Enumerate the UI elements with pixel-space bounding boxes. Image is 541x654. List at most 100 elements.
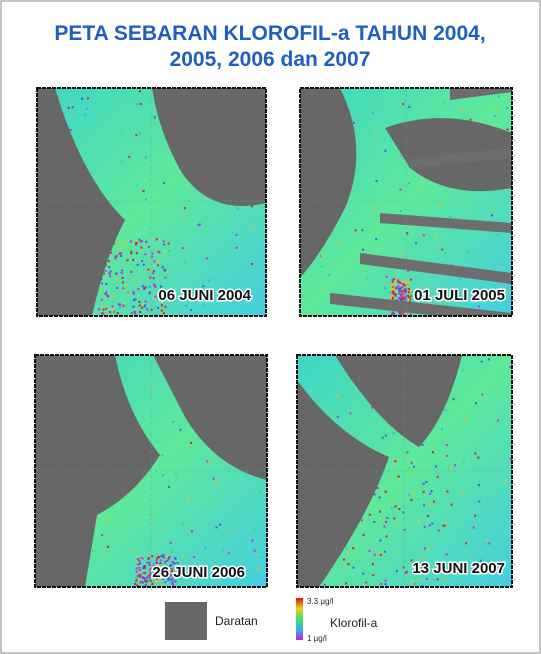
chlorophyll-pixel (139, 562, 142, 565)
chlorophyll-pixel (119, 306, 122, 309)
chlorophyll-pixel (154, 284, 157, 287)
chlorophyll-pixel (158, 572, 161, 575)
chlorophyll-pixel (140, 558, 143, 561)
chlorophyll-pixel (373, 553, 376, 556)
chlorophyll-pixel (158, 251, 161, 254)
chlorophyll-pixel (166, 294, 169, 297)
chlorophyll-pixel (390, 507, 393, 510)
chlorophyll-pixel (136, 561, 139, 564)
chlorophyll-pixel (143, 571, 146, 574)
chlorophyll-pixel (399, 154, 402, 157)
chlorophyll-pixel (109, 251, 112, 254)
chlorophyll-pixel (404, 290, 407, 293)
chlorophyll-pixel (399, 294, 402, 297)
chlorophyll-pixel (181, 554, 184, 557)
chlorophyll-pixel (165, 559, 168, 562)
chlorophyll-pixel (391, 278, 394, 281)
chlorophyll-pixel (115, 272, 118, 275)
chlorophyll-pixel (133, 299, 136, 302)
chlorophyll-pixel (136, 584, 139, 587)
chlorophyll-pixel (150, 308, 153, 311)
chlorophyll-pixel (402, 281, 405, 284)
chlorophyll-pixel (168, 485, 171, 488)
chlorophyll-pixel (497, 95, 500, 98)
chlorophyll-pixel (123, 246, 126, 249)
chlorophyll-pixel (449, 215, 452, 218)
chlorophyll-pixel (408, 105, 411, 108)
chlorophyll-pixel (323, 583, 326, 586)
chlorophyll-pixel (169, 568, 172, 571)
chlorophyll-pixel (119, 303, 122, 306)
chlorophyll-pixel (444, 521, 447, 524)
chlorophyll-pixel (423, 525, 426, 528)
chlorophyll-pixel (136, 562, 139, 565)
chlorophyll-pixel (373, 520, 376, 523)
chlorophyll-pixel (375, 238, 378, 241)
chlorophyll-pixel (101, 311, 104, 314)
chlorophyll-pixel (480, 360, 483, 363)
chlorophyll-pixel (102, 308, 105, 311)
chlorophyll-pixel (169, 574, 172, 577)
chlorophyll-pixel (114, 257, 117, 260)
chlorophyll-pixel (87, 97, 90, 100)
chlorophyll-pixel (138, 559, 141, 562)
chlorophyll-pixel (105, 307, 108, 310)
chlorophyll-pixel (371, 563, 374, 566)
chlorophyll-pixel (384, 287, 387, 290)
chlorophyll-pixel (475, 402, 478, 405)
chlorophyll-pixel (409, 297, 412, 300)
chlorophyll-pixel (366, 276, 369, 279)
chlorophyll-pixel (165, 561, 168, 564)
chlorophyll-pixel (128, 292, 131, 295)
chlorophyll-pixel (109, 275, 112, 278)
chlorophyll-pixel (149, 579, 152, 582)
chlorophyll-pixel (407, 270, 410, 273)
chlorophyll-pixel (402, 566, 405, 569)
chlorophyll-pixel (102, 312, 105, 315)
chlorophyll-pixel (132, 278, 135, 281)
chlorophyll-pixel (152, 386, 155, 389)
chlorophyll-pixel (140, 571, 143, 574)
chlorophyll-pixel (446, 454, 449, 457)
chlorophyll-pixel (152, 270, 155, 273)
chlorophyll-pixel (162, 312, 165, 315)
chlorophyll-pixel (426, 514, 429, 517)
chlorophyll-pixel (185, 304, 188, 307)
chlorophyll-pixel (145, 585, 148, 587)
chlorophyll-pixel (429, 492, 432, 495)
chlorophyll-pixel (135, 252, 138, 255)
chlorophyll-pixel (402, 103, 405, 106)
chlorophyll-pixel (151, 252, 154, 255)
panel-label: 13 JUNI 2007 (412, 560, 505, 577)
chlorophyll-pixel (142, 570, 145, 573)
chlorophyll-pixel (386, 516, 389, 519)
chlorophyll-pixel (138, 304, 141, 307)
chlorophyll-pixel (352, 121, 355, 124)
chlorophyll-pixel (181, 247, 184, 250)
chlorophyll-pixel (397, 280, 400, 283)
chlorophyll-pixel (405, 313, 408, 316)
chlorophyll-pixel (148, 285, 151, 288)
chlorophyll-pixel (496, 419, 499, 422)
chlorophyll-pixel (107, 295, 110, 298)
colorbar (296, 598, 303, 640)
chlorophyll-pixel (138, 90, 141, 93)
chlorophyll-pixel (126, 259, 129, 262)
chlorophyll-pixel (390, 296, 393, 299)
chlorophyll-pixel (406, 232, 409, 235)
chlorophyll-pixel (132, 305, 135, 308)
chlorophyll-pixel (144, 304, 147, 307)
chlorophyll-pixel (111, 309, 114, 312)
chlorophyll-pixel (164, 581, 167, 584)
chlorophyll-pixel (157, 556, 160, 559)
chlorophyll-pixel (120, 254, 123, 257)
chlorophyll-pixel (504, 480, 507, 483)
chlorophyll-pixel (347, 563, 350, 566)
chlorophyll-pixel (167, 558, 170, 561)
chlorophyll-pixel (394, 282, 397, 285)
chlorophyll-pixel (399, 287, 402, 290)
chlorophyll-pixel (478, 305, 481, 308)
chlorophyll-pixel (235, 233, 238, 236)
chlorophyll-pixel (481, 393, 484, 396)
chlorophyll-pixel (412, 492, 415, 495)
